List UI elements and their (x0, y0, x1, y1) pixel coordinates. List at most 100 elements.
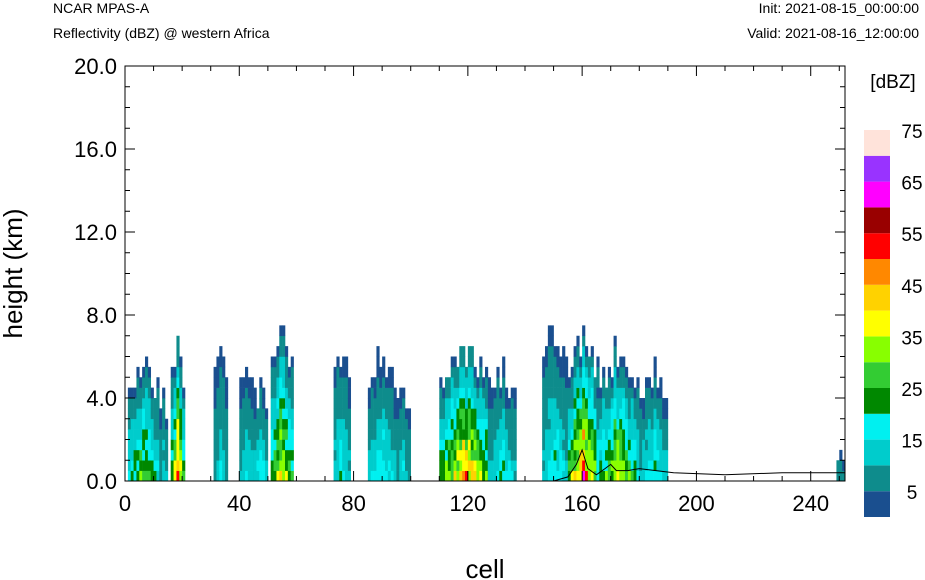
reflectivity-block (130, 429, 134, 440)
reflectivity-block (482, 377, 486, 388)
reflectivity-block (290, 449, 294, 461)
reflectivity-block (590, 398, 594, 409)
reflectivity-block (459, 408, 463, 420)
reflectivity-block (385, 377, 389, 388)
reflectivity-block (550, 408, 554, 420)
reflectivity-block (216, 460, 220, 471)
reflectivity-block (139, 387, 143, 399)
reflectivity-block (627, 439, 632, 451)
reflectivity-cell (396, 387, 412, 482)
reflectivity-block (379, 408, 383, 420)
reflectivity-block (345, 366, 349, 378)
reflectivity-block (650, 470, 654, 482)
reflectivity-block (505, 449, 509, 461)
reflectivity-block (582, 460, 586, 471)
reflectivity-block (559, 366, 563, 378)
reflectivity-block (633, 429, 637, 440)
reflectivity-block (507, 449, 512, 461)
reflectivity-block (613, 449, 617, 461)
reflectivity-block (279, 335, 283, 347)
reflectivity-block (133, 387, 137, 399)
reflectivity-block (622, 429, 626, 440)
reflectivity-block (579, 398, 583, 409)
reflectivity-block (450, 449, 454, 461)
reflectivity-block (582, 439, 586, 451)
reflectivity-block (550, 377, 554, 388)
reflectivity-block (245, 408, 249, 420)
reflectivity-block (459, 398, 463, 409)
reflectivity-block (585, 346, 589, 357)
reflectivity-block (559, 418, 563, 430)
reflectivity-block (279, 439, 283, 451)
reflectivity-block (607, 398, 612, 409)
reflectivity-block (570, 418, 574, 430)
reflectivity-block (347, 429, 352, 440)
reflectivity-block (222, 429, 226, 440)
reflectivity-block (276, 439, 280, 451)
reflectivity-block (333, 418, 337, 430)
reflectivity-block (402, 429, 406, 440)
reflectivity-block (213, 439, 217, 451)
reflectivity-block (376, 356, 380, 368)
reflectivity-block (653, 439, 657, 451)
reflectivity-block (487, 398, 492, 409)
reflectivity-block (639, 460, 643, 471)
reflectivity-block (453, 408, 457, 420)
reflectivity-block (473, 470, 477, 482)
reflectivity-block (370, 398, 374, 409)
reflectivity-block (567, 377, 572, 388)
reflectivity-block (447, 377, 452, 388)
reflectivity-block (465, 470, 469, 482)
reflectivity-cells (127, 325, 846, 482)
reflectivity-block (459, 356, 463, 368)
reflectivity-block (456, 470, 460, 482)
reflectivity-block (276, 429, 280, 440)
reflectivity-block (607, 429, 612, 440)
reflectivity-block (610, 408, 614, 420)
reflectivity-block (156, 460, 160, 471)
reflectivity-block (276, 356, 280, 368)
reflectivity-block (487, 449, 492, 461)
reflectivity-block (176, 439, 180, 451)
reflectivity-block (587, 356, 592, 368)
reflectivity-block (405, 418, 409, 430)
reflectivity-block (467, 346, 472, 357)
reflectivity-block (373, 408, 377, 420)
reflectivity-block (470, 356, 474, 368)
reflectivity-block (547, 470, 552, 482)
reflectivity-block (625, 449, 629, 461)
reflectivity-block (590, 377, 594, 388)
reflectivity-block (622, 460, 626, 471)
reflectivity-block (182, 460, 186, 471)
reflectivity-block (273, 398, 277, 409)
reflectivity-block (465, 449, 469, 461)
reflectivity-block (239, 460, 243, 471)
model-title: NCAR MPAS-A (53, 0, 150, 16)
reflectivity-block (442, 449, 446, 461)
reflectivity-block (556, 418, 560, 430)
reflectivity-block (290, 387, 294, 399)
reflectivity-block (622, 387, 626, 399)
reflectivity-block (216, 356, 220, 368)
reflectivity-block (565, 398, 569, 409)
reflectivity-block (156, 439, 160, 451)
reflectivity-block (273, 460, 277, 471)
reflectivity-block (510, 429, 514, 440)
x-tick-label: 80 (341, 491, 365, 516)
reflectivity-block (402, 470, 406, 482)
reflectivity-block (662, 429, 666, 440)
reflectivity-block (382, 387, 386, 399)
reflectivity-block (256, 429, 260, 440)
reflectivity-block (493, 439, 497, 451)
reflectivity-cell (213, 346, 229, 482)
reflectivity-block (553, 408, 557, 420)
reflectivity-block (347, 377, 352, 388)
reflectivity-block (659, 439, 663, 451)
reflectivity-block (565, 418, 569, 430)
reflectivity-block (610, 387, 614, 399)
reflectivity-block (585, 377, 589, 388)
reflectivity-block (585, 470, 589, 482)
reflectivity-block (156, 377, 160, 388)
reflectivity-block (596, 408, 600, 420)
reflectivity-block (247, 408, 252, 420)
